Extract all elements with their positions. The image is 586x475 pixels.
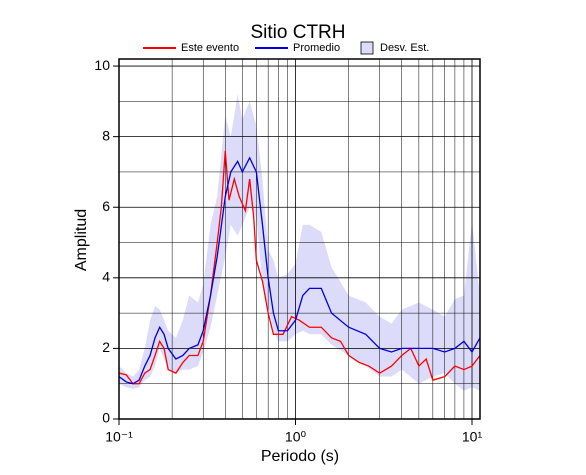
x-tick-label: 10⁻¹ (105, 429, 133, 445)
legend-swatch (360, 41, 374, 55)
x-tick-label: 10⁰ (285, 429, 307, 445)
series-line (118, 156, 481, 385)
y-tick-label: 0 (102, 410, 110, 426)
y-tick-label: 2 (102, 339, 110, 355)
y-tick-label: 6 (102, 198, 110, 214)
x-tick-label: 10¹ (462, 429, 483, 445)
chart-title: Sitio CTRH (250, 22, 345, 43)
y-axis-label: Amplitud (73, 209, 90, 271)
x-axis-label: Periodo (s) (261, 448, 339, 465)
legend-label: Promedio (293, 42, 340, 54)
legend-label: Este evento (181, 42, 239, 54)
plot-frame (118, 58, 481, 420)
series-line (118, 150, 481, 385)
y-tick-label: 4 (102, 269, 110, 285)
legend-label: Desv. Est. (380, 42, 429, 54)
y-tick-label: 10 (94, 57, 110, 73)
y-tick-label: 8 (102, 127, 110, 143)
